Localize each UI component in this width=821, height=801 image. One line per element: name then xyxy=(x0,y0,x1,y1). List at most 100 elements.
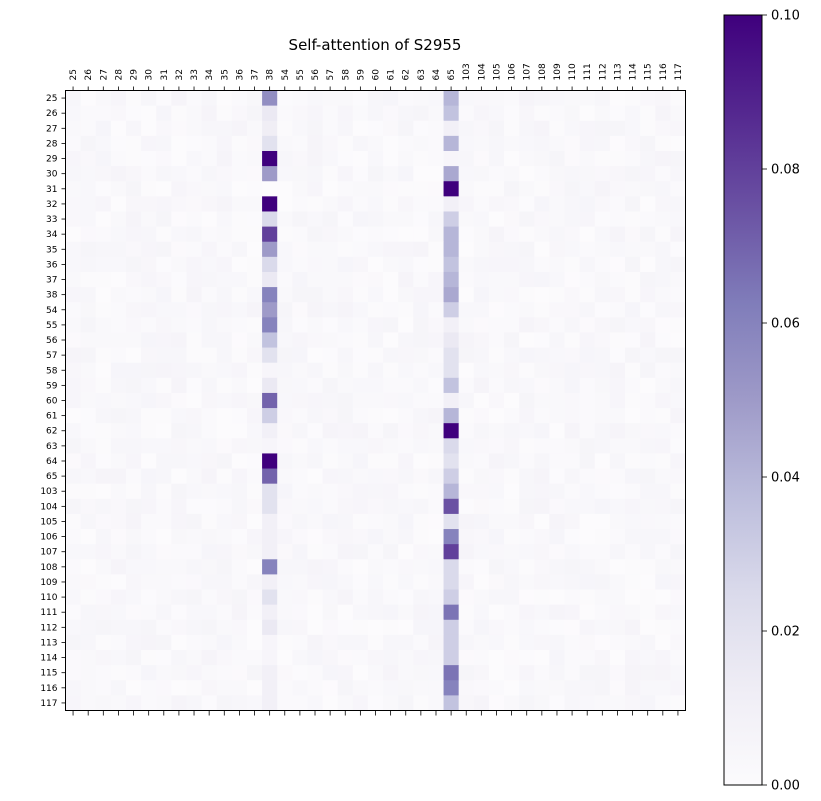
heatmap-cell xyxy=(670,574,686,590)
heatmap-cell xyxy=(171,695,187,711)
heatmap-cell xyxy=(80,453,97,469)
heatmap-cell xyxy=(488,362,505,379)
x-tick-label: 33 xyxy=(190,69,200,80)
heatmap-cell xyxy=(534,468,550,485)
heatmap-cell xyxy=(186,634,202,651)
heatmap-cell xyxy=(594,453,611,469)
heatmap-cell xyxy=(398,196,414,212)
heatmap-cell xyxy=(625,483,641,500)
heatmap-cell xyxy=(458,211,475,227)
heatmap-cell xyxy=(428,529,444,545)
heatmap-cell xyxy=(292,665,308,681)
heatmap-cell xyxy=(473,498,490,515)
heatmap-cell xyxy=(458,90,475,107)
heatmap-cell xyxy=(186,317,202,333)
heatmap-cell xyxy=(141,559,157,575)
heatmap-cell xyxy=(473,634,490,651)
heatmap-cell xyxy=(80,181,97,197)
heatmap-cell xyxy=(428,120,444,137)
heatmap-cell xyxy=(337,302,354,318)
heatmap-cell xyxy=(156,619,172,636)
heatmap-cell xyxy=(352,392,369,409)
heatmap-cell xyxy=(292,423,308,439)
heatmap-cell xyxy=(579,544,596,560)
x-tick-label: 113 xyxy=(613,63,623,80)
heatmap-cell xyxy=(579,423,596,439)
heatmap-cell xyxy=(292,392,308,409)
heatmap-cell xyxy=(322,529,339,545)
heatmap-cell xyxy=(413,483,429,500)
heatmap-cell xyxy=(216,574,233,590)
heatmap-cell xyxy=(186,423,202,439)
heatmap-cell xyxy=(488,347,505,364)
heatmap-cell xyxy=(201,105,218,122)
heatmap-cell xyxy=(625,634,641,651)
heatmap-cell xyxy=(640,377,656,394)
heatmap-cell xyxy=(640,604,656,621)
heatmap-cell xyxy=(141,513,157,530)
heatmap-cell xyxy=(640,347,656,364)
heatmap-cell xyxy=(246,468,263,485)
heatmap-cell xyxy=(262,135,278,152)
heatmap-cell xyxy=(95,453,112,469)
heatmap-cell xyxy=(125,347,142,364)
heatmap-cell xyxy=(231,166,248,182)
heatmap-cell xyxy=(579,574,596,590)
heatmap-cell xyxy=(549,241,565,258)
heatmap-cell xyxy=(594,665,611,681)
heatmap-cell xyxy=(640,90,656,107)
heatmap-cell xyxy=(277,256,293,273)
heatmap-cell xyxy=(201,604,218,621)
heatmap-cell xyxy=(216,181,233,197)
colorbar-tick-label: 0.06 xyxy=(771,317,800,332)
x-tick-label: 28 xyxy=(114,69,124,81)
heatmap-cell xyxy=(398,498,414,515)
heatmap-cell xyxy=(383,695,399,711)
heatmap-cell xyxy=(125,634,142,651)
heatmap-cell xyxy=(609,453,626,469)
heatmap-cell xyxy=(428,453,444,469)
heatmap-cell xyxy=(216,559,233,575)
heatmap-cell xyxy=(413,408,429,424)
heatmap-cell xyxy=(564,589,581,606)
heatmap-cell xyxy=(534,438,550,454)
heatmap-cell xyxy=(141,135,157,152)
heatmap-cell xyxy=(670,453,686,469)
heatmap-cell xyxy=(473,423,490,439)
heatmap-cell xyxy=(292,90,308,107)
heatmap-cell xyxy=(65,347,82,364)
heatmap-cell xyxy=(352,559,369,575)
heatmap-cell xyxy=(398,438,414,454)
heatmap-cell xyxy=(277,120,293,137)
heatmap-cell xyxy=(352,408,369,424)
heatmap-cell xyxy=(488,150,505,167)
heatmap-cell xyxy=(609,513,626,530)
heatmap-cell xyxy=(549,90,565,107)
heatmap-cell xyxy=(579,665,596,681)
heatmap-cell xyxy=(80,513,97,530)
heatmap-cell xyxy=(428,392,444,409)
heatmap-cell xyxy=(609,181,626,197)
heatmap-cell xyxy=(428,650,444,666)
heatmap-cell xyxy=(640,453,656,469)
heatmap-cell xyxy=(65,317,82,333)
heatmap-cell xyxy=(156,226,172,243)
heatmap-cell xyxy=(95,241,112,258)
heatmap-cell xyxy=(367,135,384,152)
heatmap-cell xyxy=(443,317,460,333)
heatmap-cell xyxy=(231,544,248,560)
heatmap-cell xyxy=(609,650,626,666)
heatmap-cell xyxy=(337,544,354,560)
heatmap-cell xyxy=(383,513,399,530)
heatmap-cell xyxy=(534,211,550,227)
heatmap-cell xyxy=(413,619,429,636)
heatmap-cell xyxy=(519,513,535,530)
heatmap-cell xyxy=(413,135,429,152)
heatmap-cell xyxy=(398,271,414,288)
heatmap-cell xyxy=(640,680,656,696)
heatmap-cell xyxy=(186,589,202,606)
heatmap-cell xyxy=(579,150,596,167)
heatmap-cell xyxy=(246,680,263,696)
heatmap-cell xyxy=(519,332,535,348)
heatmap-cell xyxy=(186,665,202,681)
